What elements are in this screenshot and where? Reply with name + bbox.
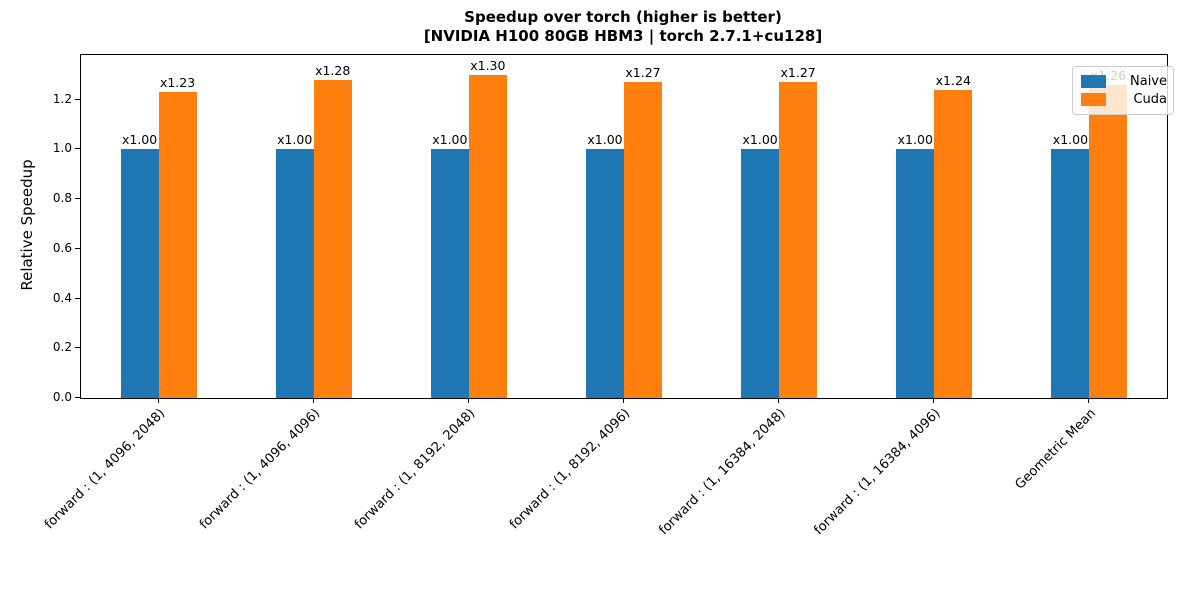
bar-cuda-6 bbox=[1089, 84, 1128, 398]
y-tick-label: 0.8 bbox=[52, 191, 72, 206]
bar-value-label-naive-5: x1.00 bbox=[897, 132, 933, 148]
x-tick-mark bbox=[623, 398, 624, 403]
chart-title-line-2: [NVIDIA H100 80GB HBM3 | torch 2.7.1+cu1… bbox=[423, 27, 823, 45]
y-tick-label: 0.4 bbox=[52, 290, 72, 305]
bar-cuda-0 bbox=[158, 92, 197, 398]
y-tick-mark bbox=[75, 148, 80, 150]
chart-title: Speedup over torch (higher is better) [N… bbox=[80, 8, 1166, 46]
bar-cuda-2 bbox=[468, 74, 507, 398]
bar-cuda-3 bbox=[624, 82, 662, 398]
bar-naive-4 bbox=[741, 149, 780, 398]
bar-value-label-cuda-0: x1.23 bbox=[159, 75, 196, 91]
y-tick-label: 1.0 bbox=[52, 141, 72, 156]
y-tick-mark bbox=[75, 98, 80, 100]
y-axis-label: Relative Speedup bbox=[18, 159, 36, 291]
x-tick-mark bbox=[467, 398, 469, 403]
bar-naive-5 bbox=[896, 149, 935, 398]
legend: Naive Cuda bbox=[1072, 66, 1174, 115]
x-tick-label-text: forward : (1, 16384, 4096) bbox=[811, 406, 944, 539]
y-tick-mark bbox=[75, 198, 80, 200]
bar-naive-0 bbox=[120, 149, 159, 398]
bar-value-label-naive-6: x1.00 bbox=[1052, 132, 1089, 148]
bar-cuda-4 bbox=[779, 82, 818, 398]
y-tick-label: 0.6 bbox=[52, 240, 72, 255]
legend-item-cuda: Cuda bbox=[1081, 91, 1167, 108]
bar-value-label-naive-4: x1.00 bbox=[742, 132, 778, 148]
bar-value-label-cuda-1: x1.28 bbox=[315, 62, 351, 78]
bar-cuda-5 bbox=[934, 89, 973, 398]
y-tick-mark bbox=[75, 347, 80, 349]
legend-swatch-cuda bbox=[1081, 93, 1106, 106]
bar-cuda-1 bbox=[313, 79, 352, 398]
bar-value-label-cuda-5: x1.24 bbox=[935, 72, 971, 88]
bar-value-label-naive-2: x1.00 bbox=[432, 132, 468, 148]
y-tick-mark bbox=[75, 297, 80, 299]
x-tick-mark bbox=[1088, 398, 1090, 403]
x-tick-label-text: forward : (1, 16384, 2048) bbox=[656, 406, 789, 539]
bar-value-label-cuda-2: x1.30 bbox=[470, 57, 506, 73]
y-tick-mark bbox=[75, 397, 80, 398]
x-tick-mark bbox=[312, 398, 314, 403]
legend-label-naive: Naive bbox=[1130, 74, 1167, 89]
x-tick-label-text: Geometric Mean bbox=[1012, 406, 1100, 493]
bar-value-label-naive-1: x1.00 bbox=[277, 132, 313, 148]
y-tick-mark bbox=[75, 247, 80, 249]
x-tick-mark bbox=[157, 398, 159, 403]
bar-naive-1 bbox=[275, 149, 314, 398]
legend-item-naive: Naive bbox=[1081, 73, 1167, 90]
bar-value-label-naive-0: x1.00 bbox=[121, 132, 158, 148]
y-tick-label: 0.2 bbox=[52, 340, 72, 355]
bar-value-label-naive-3: x1.00 bbox=[587, 132, 623, 148]
legend-swatch-naive bbox=[1081, 75, 1106, 88]
y-tick-label: 0.0 bbox=[52, 390, 72, 404]
legend-label-cuda: Cuda bbox=[1133, 92, 1167, 107]
bar-value-label-cuda-4: x1.27 bbox=[780, 65, 816, 81]
bar-value-label-cuda-3: x1.27 bbox=[625, 65, 661, 81]
plot-area: x1.00 x1.23 x1.00 x1.28 x1.00 x1.30 x1.00 x1.27… bbox=[80, 54, 1168, 399]
x-tick-label-text: forward : (1, 8192, 2048) bbox=[352, 406, 479, 533]
x-tick-label-text: forward : (1, 4096, 2048) bbox=[41, 406, 169, 533]
bar-naive-3 bbox=[586, 149, 624, 398]
chart-title-line-1: Speedup over torch (higher is better) bbox=[464, 8, 782, 26]
x-tick-mark bbox=[778, 398, 780, 403]
y-tick-label: 1.2 bbox=[52, 91, 72, 106]
x-tick-mark bbox=[933, 398, 935, 403]
x-tick-label-text: forward : (1, 8192, 4096) bbox=[507, 406, 634, 533]
x-tick-label-text: forward : (1, 4096, 4096) bbox=[197, 406, 324, 533]
bar-naive-6 bbox=[1051, 149, 1090, 398]
bar-naive-2 bbox=[430, 149, 469, 398]
